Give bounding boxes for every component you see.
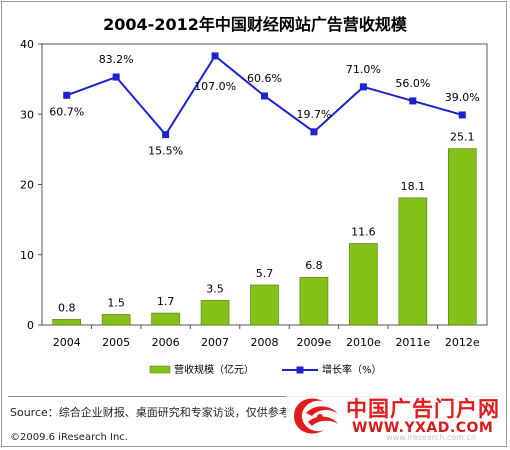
bar (349, 243, 378, 326)
bar-value-label: 0.8 (58, 301, 76, 314)
line-labels: 60.7% 83.2% 15.5% 107.0% 60.6% 19.7% 71.0% 56.0… (49, 53, 480, 158)
bar-labels: 0.8 1.5 1.7 3.5 5.7 6.8 11.6 18.1 25.1 (58, 131, 475, 315)
bar (299, 276, 329, 326)
bar (398, 197, 428, 326)
bar (200, 300, 230, 326)
line-point (359, 83, 367, 91)
bar-series (52, 148, 477, 326)
bar-value-label: 18.1 (401, 180, 426, 193)
line-point (458, 111, 466, 119)
bar-value-label: 6.8 (305, 259, 323, 272)
x-tick-label: 2007 (201, 336, 229, 349)
line-point (162, 131, 170, 139)
y-axis: 0 10 20 30 40 (20, 38, 42, 332)
x-tick-label: 2008 (251, 336, 279, 349)
bar-value-label: 1.7 (157, 295, 175, 308)
line-point (211, 52, 219, 60)
line-series (63, 52, 466, 139)
y-tick-label: 20 (20, 179, 34, 192)
y-tick-label: 30 (20, 108, 34, 121)
x-tick-label: 2004 (53, 336, 81, 349)
watermark: 中国广告门户网 WWW.YXAD.COM www.iresearch.com.c… (286, 390, 502, 444)
line-point (310, 128, 318, 136)
bar-value-label: 5.7 (256, 267, 274, 280)
footer-divider (8, 396, 502, 397)
line-value-label: 19.7% (296, 108, 331, 121)
x-tick-label: 2006 (152, 336, 180, 349)
bar (151, 312, 180, 326)
line-value-label: 83.2% (99, 53, 134, 66)
copyright-note: ©2009.6 iResearch Inc. (10, 432, 128, 443)
x-tick-label: 2011e (395, 336, 430, 349)
x-tick-label: 2012e (445, 336, 480, 349)
legend-label-bar: 营收规模（亿元） (174, 363, 254, 376)
watermark-url: WWW.YXAD.COM (352, 420, 494, 436)
legend-swatch-bar (149, 365, 171, 374)
bar (52, 319, 82, 326)
x-tick-label: 2005 (102, 336, 130, 349)
bar (447, 148, 477, 326)
x-axis: 2004 2005 2006 2007 2008 2009e 2010e 2011e 2012e (53, 325, 480, 349)
bar-value-label: 1.5 (107, 296, 125, 309)
y-tick-label: 10 (20, 249, 34, 262)
line-value-label: 15.5% (148, 145, 183, 158)
line-value-label: 107.0% (194, 80, 236, 93)
y-tick-label: 40 (20, 38, 34, 51)
bar (101, 314, 131, 326)
legend-swatch-marker (296, 366, 304, 374)
bar (250, 284, 279, 326)
chart-title: 2004-2012年中国财经网站广告营收规模 (103, 15, 408, 34)
source-note: Source：综合企业财报、桌面研究和专家访谈，仅供参考 (10, 406, 290, 419)
watermark-faint-url: www.iresearch.com.cn (386, 433, 476, 442)
y-tick-label: 0 (27, 319, 34, 332)
line-point (261, 92, 268, 100)
line-point (112, 73, 120, 81)
line-value-label: 56.0% (395, 77, 430, 90)
watermark-text: 中国广告门户网 (346, 396, 500, 421)
line-point (409, 97, 417, 105)
bar-value-label: 11.6 (351, 226, 376, 239)
bar-value-label: 3.5 (206, 282, 224, 295)
line-value-label: 71.0% (346, 63, 381, 76)
legend: 营收规模（亿元） 增长率（%） (149, 363, 382, 376)
line-value-label: 60.6% (247, 72, 282, 85)
bar-value-label: 25.1 (450, 131, 475, 144)
x-tick-label: 2010e (346, 336, 381, 349)
line-value-label: 39.0% (445, 91, 480, 104)
x-tick-label: 2009e (297, 336, 332, 349)
line-value-label: 60.7% (49, 105, 84, 118)
line-point (63, 91, 71, 99)
legend-label-line: 增长率（%） (322, 363, 382, 376)
watermark-logo-icon (286, 390, 502, 444)
